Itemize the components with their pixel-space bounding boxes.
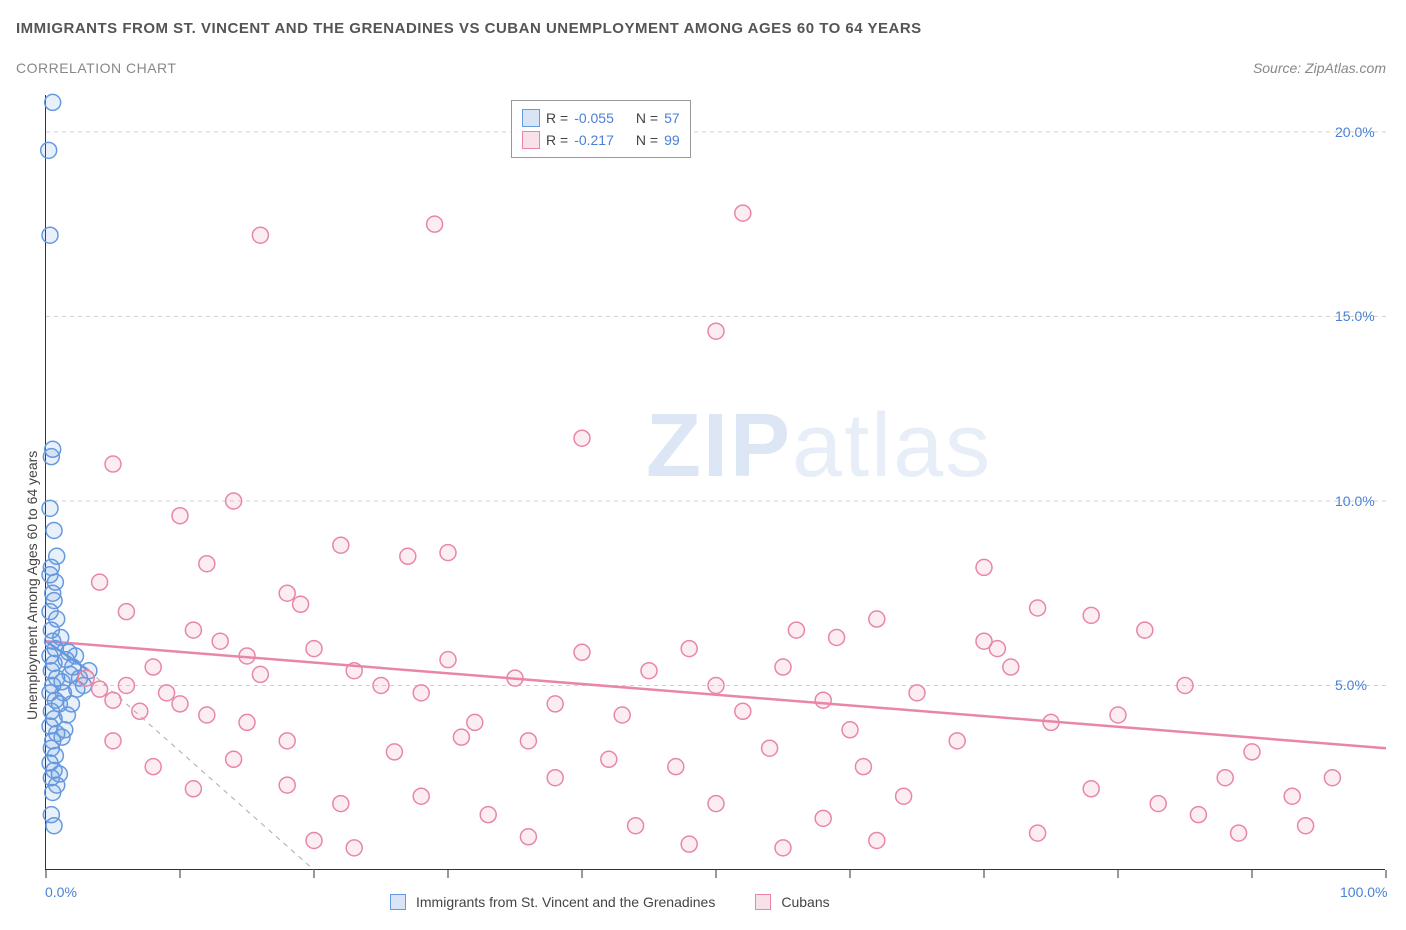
legend-r-value-2: -0.217 bbox=[574, 132, 614, 148]
legend-n-label-2: N = bbox=[636, 132, 658, 148]
x-tick-label: 100.0% bbox=[1340, 884, 1387, 900]
source-label: Source: ZipAtlas.com bbox=[1253, 60, 1386, 76]
bottom-label-2: Cubans bbox=[781, 894, 829, 910]
legend-r-value-1: -0.055 bbox=[574, 110, 614, 126]
legend-r-label-2: R = bbox=[546, 132, 568, 148]
source-value: ZipAtlas.com bbox=[1305, 60, 1386, 76]
y-tick-label: 5.0% bbox=[1335, 677, 1367, 693]
legend-n-label-1: N = bbox=[636, 110, 658, 126]
chart-plot-area: ZIPatlas R = -0.055 N = 57 R = -0.217 N … bbox=[45, 95, 1385, 870]
y-tick-label: 15.0% bbox=[1335, 308, 1375, 324]
correlation-legend: R = -0.055 N = 57 R = -0.217 N = 99 bbox=[511, 100, 691, 158]
chart-title: IMMIGRANTS FROM ST. VINCENT AND THE GREN… bbox=[16, 20, 922, 37]
source-prefix: Source: bbox=[1253, 60, 1301, 76]
bottom-swatch-pink bbox=[755, 894, 771, 910]
bottom-swatch-blue bbox=[390, 894, 406, 910]
legend-row-series1: R = -0.055 N = 57 bbox=[522, 107, 680, 129]
bottom-legend: Immigrants from St. Vincent and the Gren… bbox=[390, 894, 830, 910]
legend-row-series2: R = -0.217 N = 99 bbox=[522, 129, 680, 151]
legend-r-label-1: R = bbox=[546, 110, 568, 126]
chart-subtitle: CORRELATION CHART bbox=[16, 60, 176, 76]
legend-n-value-2: 99 bbox=[664, 132, 680, 148]
x-tick-label: 0.0% bbox=[45, 884, 77, 900]
legend-n-value-1: 57 bbox=[664, 110, 680, 126]
y-tick-label: 10.0% bbox=[1335, 493, 1375, 509]
bottom-label-1: Immigrants from St. Vincent and the Gren… bbox=[416, 894, 715, 910]
legend-swatch-pink bbox=[522, 131, 540, 149]
y-axis-label: Unemployment Among Ages 60 to 64 years bbox=[24, 451, 40, 720]
scatter-svg bbox=[46, 95, 1385, 869]
y-tick-label: 20.0% bbox=[1335, 124, 1375, 140]
legend-swatch-blue bbox=[522, 109, 540, 127]
